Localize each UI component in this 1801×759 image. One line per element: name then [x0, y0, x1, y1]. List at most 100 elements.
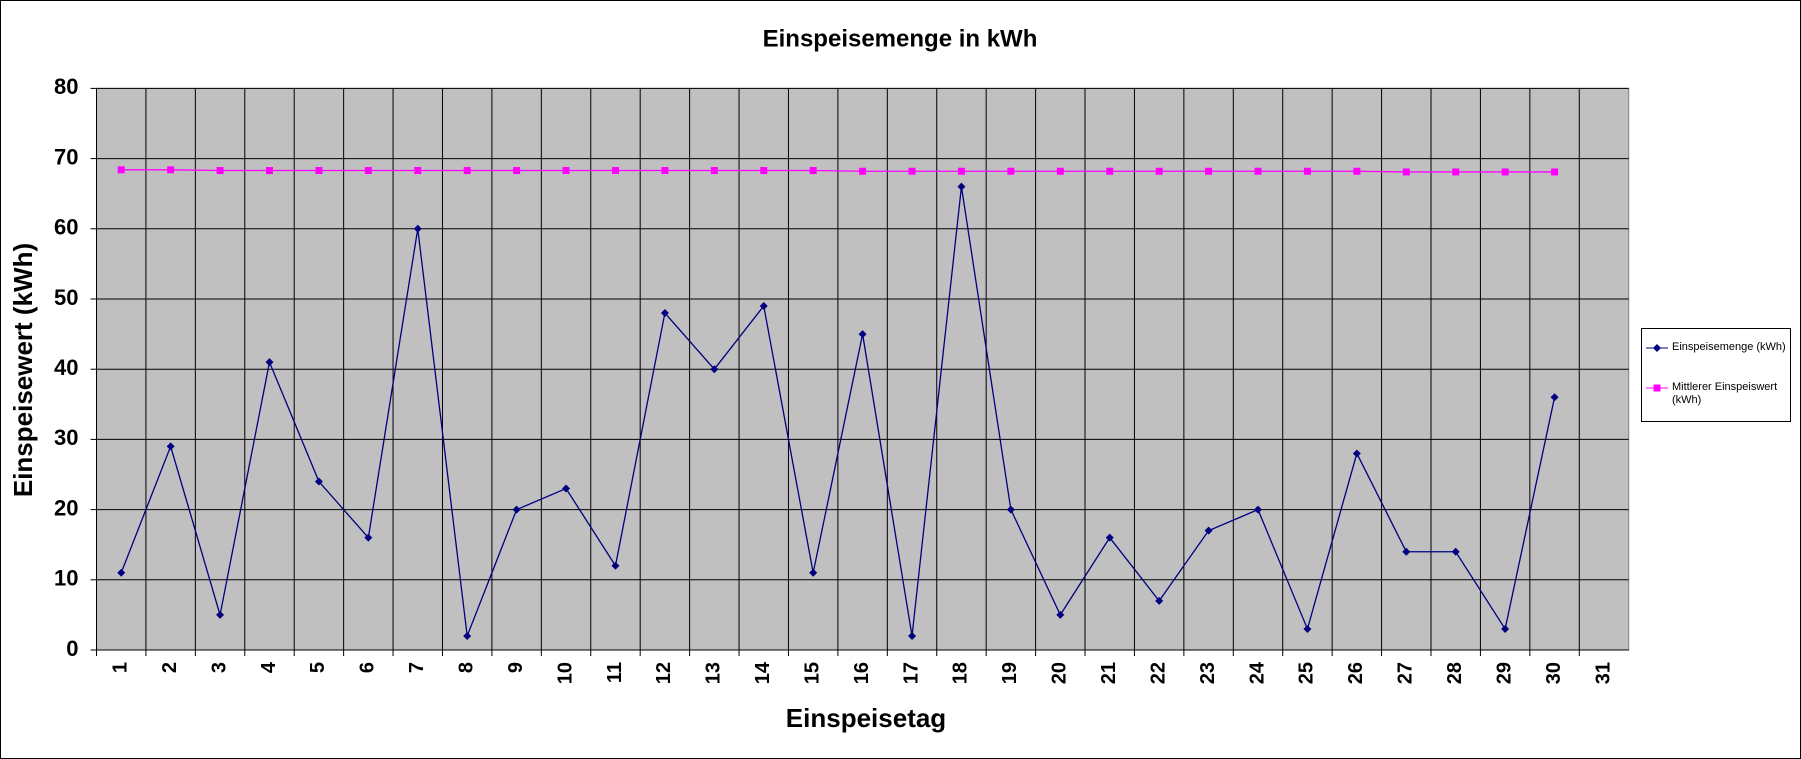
- x-tick-label: 14: [752, 661, 774, 684]
- x-tick-label: 17: [900, 662, 922, 684]
- y-tick-label: 0: [66, 636, 78, 661]
- point: [166, 442, 175, 451]
- x-tick-label: 20: [1049, 662, 1071, 684]
- point: [611, 561, 620, 570]
- point: [1254, 167, 1262, 175]
- x-tick-label: 6: [357, 662, 379, 673]
- legend-swatch: [1646, 384, 1668, 392]
- x-tick-label: 2: [159, 662, 181, 673]
- point: [512, 505, 521, 514]
- point: [809, 167, 817, 175]
- x-tick-label: 16: [851, 662, 873, 684]
- legend-marker: [1653, 384, 1661, 392]
- x-tick-label: 12: [653, 662, 675, 684]
- point: [1056, 610, 1065, 619]
- point: [463, 631, 472, 640]
- point: [858, 330, 867, 339]
- point: [1452, 168, 1460, 176]
- y-axis-label: Einspeisewert (kWh): [8, 243, 38, 497]
- y-tick-label: 40: [54, 355, 78, 380]
- point: [710, 365, 719, 374]
- point: [1501, 168, 1509, 176]
- point: [1056, 167, 1064, 175]
- point: [1402, 547, 1411, 556]
- point: [1205, 167, 1213, 175]
- point: [660, 309, 669, 318]
- legend-swatch: [1646, 344, 1668, 352]
- x-tick-label: 11: [604, 662, 626, 683]
- series-line: [121, 169, 1555, 173]
- x-tick-label: 28: [1444, 662, 1466, 684]
- x-tick-label: 25: [1296, 662, 1318, 684]
- legend-label: Einspeisemenge (kWh): [1672, 341, 1786, 353]
- point: [908, 167, 916, 175]
- point: [908, 631, 917, 640]
- x-tick-label: 23: [1197, 662, 1219, 684]
- point: [661, 167, 669, 175]
- point: [1303, 624, 1312, 633]
- point: [117, 166, 125, 174]
- point: [957, 182, 966, 191]
- x-tick-label: 15: [801, 662, 823, 684]
- point: [364, 533, 373, 542]
- x-tick-label: 18: [950, 662, 972, 684]
- legend-item: Mittlerer Einspeiswert (kWh): [1646, 381, 1790, 407]
- y-tick-label: 80: [54, 74, 78, 99]
- x-tick-label: 24: [1246, 661, 1268, 684]
- point: [513, 167, 521, 175]
- y-tick-label: 70: [54, 144, 78, 169]
- x-tick-label: 29: [1493, 662, 1515, 684]
- x-tick-label: 3: [208, 662, 230, 673]
- legend-label: Mittlerer Einspeiswert (kWh): [1672, 381, 1778, 406]
- point: [1303, 167, 1311, 175]
- point: [216, 610, 225, 619]
- x-axis-label: Einspeisetag: [786, 703, 946, 733]
- x-tick-label: 27: [1395, 662, 1417, 684]
- point: [1204, 526, 1213, 535]
- point: [611, 167, 619, 175]
- point: [265, 358, 274, 367]
- x-tick-label: 22: [1147, 662, 1169, 684]
- point: [1006, 505, 1015, 514]
- y-tick-label: 30: [54, 425, 78, 450]
- point: [759, 302, 768, 311]
- legend-marker: [1653, 344, 1661, 352]
- y-tick-label: 50: [54, 285, 78, 310]
- chart-title: Einspeisemenge in kWh: [763, 25, 1038, 52]
- x-tick-label: 4: [258, 661, 280, 673]
- point: [1155, 167, 1163, 175]
- point: [1007, 167, 1015, 175]
- point: [809, 568, 818, 577]
- point: [562, 484, 571, 493]
- point: [364, 167, 372, 175]
- point: [314, 477, 323, 486]
- point: [463, 167, 471, 175]
- x-tick-label: 21: [1098, 662, 1120, 684]
- x-tick-label: 19: [999, 662, 1021, 684]
- x-tick-label: 5: [307, 662, 329, 673]
- point: [265, 167, 273, 175]
- x-tick-label: 13: [703, 662, 725, 684]
- point: [1155, 596, 1164, 605]
- series-line: [120, 186, 1556, 637]
- point: [957, 167, 965, 175]
- legend: Einspeisemenge (kWh) Mittlerer Einspeiswe…: [1641, 328, 1791, 422]
- point: [1402, 168, 1410, 176]
- x-tick-label: 8: [455, 662, 477, 673]
- point: [562, 167, 570, 175]
- x-tick-label: 9: [505, 662, 527, 673]
- point: [413, 224, 422, 233]
- point: [1352, 449, 1361, 458]
- point: [315, 167, 323, 175]
- x-tick-label: 7: [406, 662, 428, 673]
- x-tick-label: 31: [1592, 662, 1614, 684]
- x-tick-label: 1: [109, 662, 131, 673]
- point: [760, 167, 768, 175]
- point: [1501, 624, 1510, 633]
- legend-item: Einspeisemenge (kWh): [1646, 341, 1790, 354]
- point: [1353, 167, 1361, 175]
- point: [216, 167, 224, 175]
- point: [1254, 505, 1263, 514]
